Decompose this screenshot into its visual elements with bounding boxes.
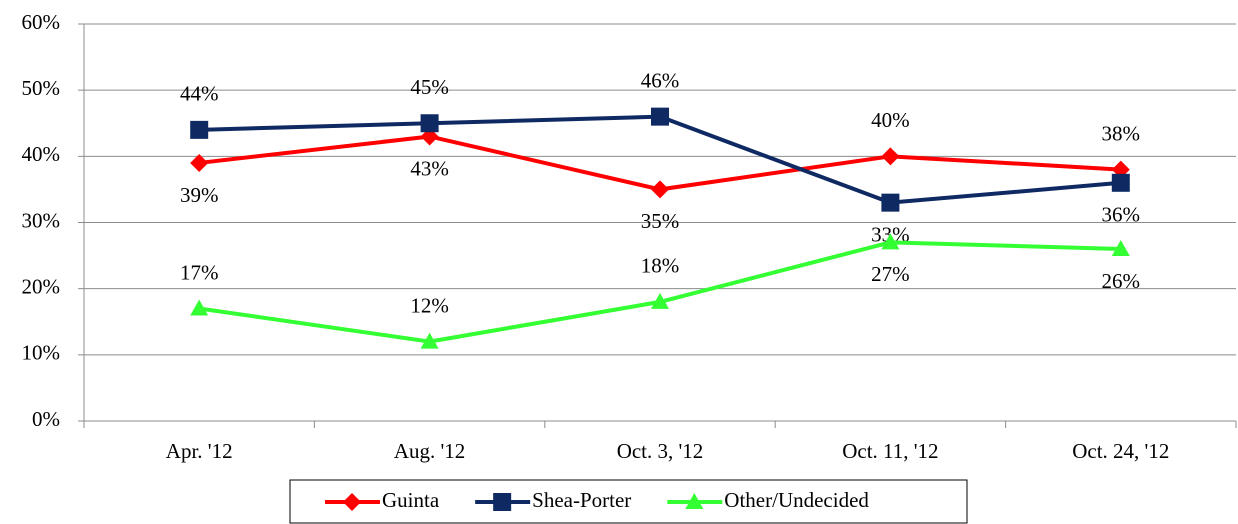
- marker: [420, 332, 439, 349]
- data-label: 27%: [871, 262, 910, 286]
- data-label: 36%: [1102, 203, 1141, 227]
- data-label: 46%: [641, 68, 680, 92]
- y-tick-label: 50%: [22, 76, 61, 100]
- marker: [190, 299, 209, 316]
- marker: [651, 180, 669, 199]
- legend-label: Shea-Porter: [532, 488, 631, 512]
- y-tick-label: 20%: [22, 274, 61, 298]
- data-label: 44%: [180, 82, 219, 106]
- marker: [651, 107, 669, 126]
- marker: [685, 493, 704, 509]
- y-tick-label: 30%: [22, 208, 61, 232]
- y-tick-label: 60%: [22, 10, 61, 34]
- data-label: 38%: [1102, 121, 1141, 145]
- marker: [1111, 173, 1130, 192]
- data-label: 18%: [641, 254, 680, 278]
- x-tick-label: Oct. 24, '12: [1072, 439, 1169, 463]
- marker: [881, 147, 900, 166]
- marker: [881, 193, 900, 212]
- y-tick-label: 40%: [22, 142, 61, 166]
- y-tick-label: 0%: [32, 407, 60, 431]
- data-label: 40%: [871, 108, 910, 132]
- x-tick-label: Oct. 3, '12: [617, 439, 704, 463]
- y-tick-label: 10%: [22, 341, 61, 365]
- legend-label: Guinta: [382, 488, 440, 512]
- x-tick-label: Aug. '12: [394, 439, 465, 463]
- data-label: 26%: [1102, 269, 1141, 293]
- data-label: 35%: [641, 209, 680, 233]
- marker: [493, 493, 512, 511]
- marker: [1111, 239, 1130, 256]
- data-label: 17%: [180, 260, 219, 284]
- x-tick-label: Apr. '12: [166, 439, 233, 463]
- legend-label: Other/Undecided: [724, 488, 869, 512]
- x-tick-label: Oct. 11, '12: [842, 439, 938, 463]
- legend: Guinta Shea-Porter Other/Undecided: [289, 479, 968, 524]
- marker: [651, 292, 669, 309]
- marker: [881, 233, 900, 250]
- data-label: 43%: [410, 156, 449, 180]
- marker: [343, 493, 361, 511]
- data-label: 39%: [180, 183, 219, 207]
- legend-box: [289, 479, 968, 524]
- marker: [190, 153, 209, 172]
- marker: [190, 120, 209, 139]
- data-label: 12%: [410, 293, 449, 317]
- marker: [420, 114, 439, 133]
- data-label: 45%: [410, 75, 449, 99]
